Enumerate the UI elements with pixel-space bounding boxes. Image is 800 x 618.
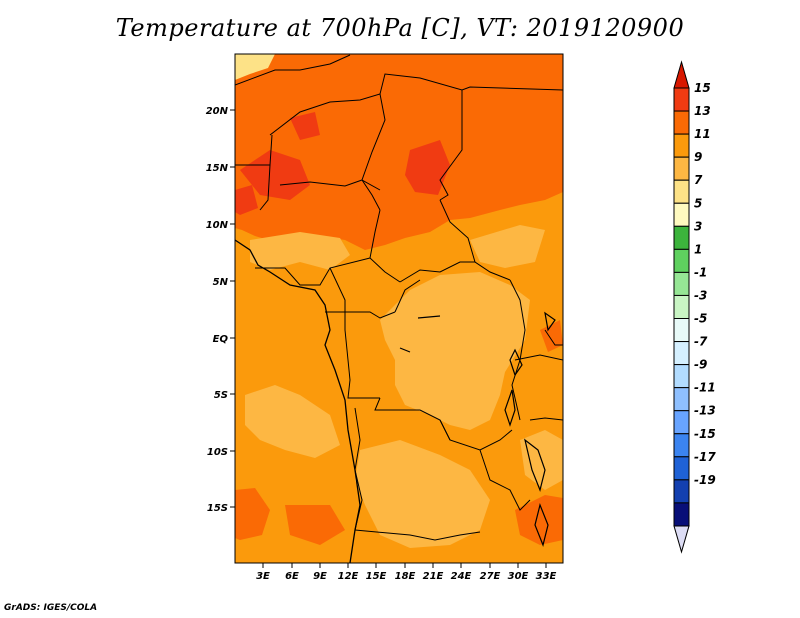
colorbar-swatch — [673, 479, 690, 504]
fill-7-9-central — [380, 272, 530, 430]
colorbar-swatch — [673, 271, 690, 296]
lon-label-9e: 9E — [313, 571, 327, 582]
lat-axis: 20N 15N 10N 5N EQ 5S 10S 15S — [206, 106, 235, 514]
lon-axis: 3E 6E 9E 12E 15E 18E 21E 24E 27E 30E 33E — [256, 563, 557, 582]
colorbar-label: 1 — [694, 242, 702, 256]
fill-13-15-a — [240, 150, 310, 200]
credit-footer: GrADS: IGES/COLA — [4, 603, 98, 613]
lat-label-15s: 15S — [207, 503, 228, 514]
fill-7-9-band — [250, 232, 350, 270]
lon-label-18e: 18E — [395, 571, 416, 582]
colorbar-swatch — [673, 248, 690, 273]
lat-label-5n: 5N — [213, 277, 229, 288]
lon-label-33e: 33E — [536, 571, 557, 582]
colorbar-swatch — [673, 502, 690, 527]
fill-7-9-south — [355, 440, 490, 548]
colorbar-swatch — [673, 341, 690, 366]
lon-label-24e: 24E — [451, 571, 472, 582]
map-frame — [234, 53, 564, 564]
lat-label-20n: 20N — [206, 106, 229, 117]
colorbar-label: -13 — [694, 404, 716, 418]
colorbar-swatch — [673, 225, 690, 250]
map-panel — [235, 54, 563, 563]
colorbar-swatch — [673, 60, 690, 89]
fill-5-7-corner — [235, 54, 275, 80]
lat-label-5s: 5S — [214, 390, 228, 401]
colorbar-swatch — [673, 87, 690, 112]
colorbar-label: -15 — [694, 427, 716, 441]
colorbar-label: -7 — [694, 335, 708, 349]
fill-11-13-lake — [540, 320, 563, 352]
colorbar-swatch — [673, 133, 690, 158]
colorbar-labels: 15 13 11 9 7 5 3 1 -1 -3 -5 -7 -9 -11 -13 -15 -17 -19 — [694, 81, 716, 487]
fill-11-13-north — [235, 54, 563, 250]
fill-7-9-east — [470, 225, 545, 268]
coastline — [235, 239, 361, 563]
colorbar-swatch — [673, 410, 690, 435]
lon-label-3e: 3E — [256, 571, 270, 582]
colorbar-label: 3 — [694, 219, 702, 233]
colorbar-label: -17 — [694, 450, 716, 464]
fill-13-15-d — [290, 112, 320, 140]
colorbar-label: -5 — [694, 312, 707, 326]
colorbar-swatch — [673, 202, 690, 227]
colorbar-label: 13 — [694, 104, 711, 118]
lon-label-15e: 15E — [366, 571, 387, 582]
colorbar-label: -11 — [694, 381, 716, 395]
colorbar — [673, 60, 690, 554]
colorbar-label: 7 — [694, 173, 703, 187]
lon-label-30e: 30E — [508, 571, 529, 582]
lat-label-10s: 10S — [207, 447, 228, 458]
lat-label-10n: 10N — [206, 220, 229, 231]
colorbar-label: 11 — [694, 127, 711, 141]
lon-label-12e: 12E — [338, 571, 359, 582]
colorbar-label: -1 — [694, 265, 707, 279]
colorbar-label: -3 — [694, 288, 707, 302]
colorbar-swatch — [673, 525, 690, 554]
lon-label-21e: 21E — [423, 571, 444, 582]
colorbar-swatch — [673, 433, 690, 458]
colorbar-label: -9 — [694, 358, 707, 372]
fill-13-15-b — [405, 140, 450, 195]
inland-water — [399, 311, 556, 547]
colorbar-swatch — [673, 110, 690, 135]
lon-label-27e: 27E — [480, 571, 501, 582]
lat-label-eq: EQ — [213, 334, 229, 345]
colorbar-swatch — [673, 456, 690, 481]
colorbar-label: 5 — [694, 196, 702, 210]
colorbar-swatch — [673, 179, 690, 204]
colorbar-swatch — [673, 387, 690, 412]
lat-label-15n: 15N — [206, 163, 229, 174]
lon-label-6e: 6E — [285, 571, 299, 582]
colorbar-label: 9 — [694, 150, 702, 164]
colorbar-swatch — [673, 294, 690, 320]
fill-11-13-s — [285, 505, 345, 545]
colorbar-swatch — [673, 156, 690, 181]
colorbar-label: 15 — [694, 81, 711, 95]
fill-11-13-se — [515, 495, 563, 545]
chart-title: Temperature at 700hPa [C], VT: 201912090… — [115, 14, 685, 42]
fill-13-15-c — [235, 185, 258, 215]
colorbar-swatch — [673, 364, 690, 389]
colorbar-swatch — [673, 318, 690, 343]
fill-11-13-sw — [235, 488, 270, 540]
fill-7-9-west — [245, 385, 340, 458]
colorbar-label: -19 — [694, 473, 716, 487]
